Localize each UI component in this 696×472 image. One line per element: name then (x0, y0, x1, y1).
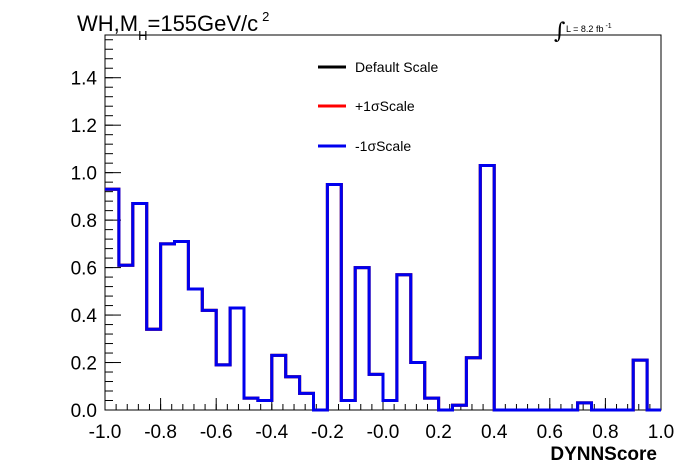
series-layer (105, 164, 661, 412)
x-tick-label: -0.4 (255, 422, 288, 443)
y-tick-label: 1.0 (71, 164, 97, 185)
legend-label-default: Default Scale (355, 59, 438, 75)
y-tick-label: 0.6 (71, 259, 97, 280)
chart-title: WH,MH=155GeV/c 2 (77, 9, 269, 43)
x-tick-label: 0.2 (425, 422, 451, 443)
y-tick-labels: 0.0 0.2 0.4 0.6 0.8 1.0 1.2 1.4 (71, 69, 98, 422)
x-tick-label: 0.6 (537, 422, 563, 443)
y-tick-label: 0.8 (71, 211, 97, 232)
legend-label-plus1sigma: +1σScale (355, 98, 415, 114)
y-tick-label: 1.2 (71, 116, 97, 137)
x-axis-title: DYNNScore (550, 444, 657, 465)
x-tick-label: 1.0 (648, 422, 674, 443)
luminosity-label: L = 8.2 fb -1 (566, 23, 612, 34)
x-tick-label: 0.4 (481, 422, 508, 443)
x-tick-labels: -1.0 -0.8 -0.6 -0.4 -0.2 -0.0 0.2 0.4 0.6 0.8 1.0 (89, 422, 675, 443)
x-tick-label: 0.8 (592, 422, 618, 443)
x-tick-label: -0.2 (311, 422, 344, 443)
plot-frame (104, 34, 662, 411)
y-tick-label: 1.4 (71, 69, 98, 90)
x-tick-label: -1.0 (89, 422, 122, 443)
x-tick-label: -0.8 (144, 422, 177, 443)
series-line-2 (105, 164, 661, 412)
x-tick-label: -0.0 (367, 422, 400, 443)
y-tick-label: 0.0 (71, 401, 97, 422)
legend-label-minus1sigma: -1σScale (355, 138, 411, 154)
x-tick-label: -0.6 (200, 422, 233, 443)
axis-ticks (104, 39, 662, 411)
legend: Default Scale +1σScale -1σScale (318, 59, 438, 154)
y-tick-label: 0.2 (71, 354, 97, 375)
integral-sign: ∫ (554, 19, 566, 44)
y-tick-label: 0.4 (71, 306, 98, 327)
